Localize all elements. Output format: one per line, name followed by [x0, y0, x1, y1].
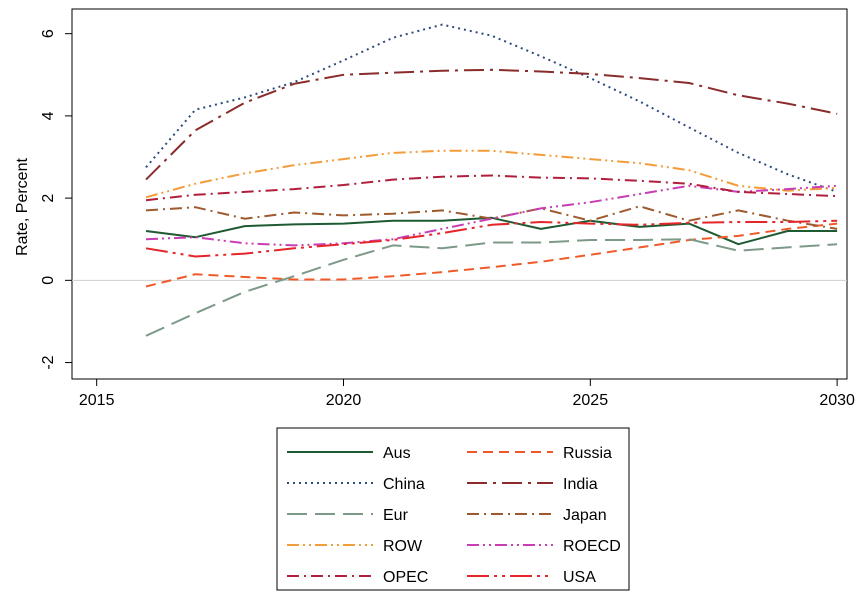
x-tick-label: 2030 [819, 392, 855, 409]
y-tick-label: 2 [40, 194, 57, 203]
x-axis: 2015 2020 2025 2030 [79, 379, 855, 409]
legend-box [276, 427, 630, 591]
legend-label-usa: USA [563, 569, 596, 586]
series-line-russia [145, 222, 838, 288]
y-tick-label: -2 [40, 355, 57, 369]
legend-label-opec: OPEC [383, 569, 428, 586]
x-tick-label: 2020 [326, 392, 362, 409]
series-line-aus [145, 216, 838, 246]
y-axis: -2 0 2 4 6 [40, 29, 72, 370]
y-tick-label: 6 [40, 29, 57, 38]
y-tick-label: 4 [40, 111, 57, 120]
series-line-usa [145, 219, 838, 258]
series-line-row [145, 149, 838, 199]
y-tick-label: 0 [40, 276, 57, 285]
plot-frame [71, 8, 848, 380]
legend-label-china: China [383, 476, 425, 493]
legend-label-eur: Eur [383, 507, 409, 524]
series-layer [145, 23, 838, 337]
series-line-eur [145, 238, 838, 337]
legend: Aus Russia China India Eur Japan ROW ROECD OPEC U… [276, 427, 630, 591]
legend-label-india: India [563, 476, 598, 493]
legend-label-japan: Japan [563, 507, 607, 524]
legend-label-roecd: ROECD [563, 538, 621, 555]
series-line-india [145, 68, 838, 181]
legend-label-aus: Aus [383, 445, 411, 462]
series-line-japan [145, 205, 838, 230]
x-tick-label: 2015 [79, 392, 115, 409]
y-axis-label: Rate, Percent [14, 158, 31, 256]
series-line-opec [145, 174, 838, 202]
legend-label-row: ROW [383, 538, 423, 555]
series-line-china [145, 23, 838, 193]
series-line-roecd [145, 184, 838, 247]
x-tick-label: 2025 [573, 392, 609, 409]
legend-label-russia: Russia [563, 445, 612, 462]
